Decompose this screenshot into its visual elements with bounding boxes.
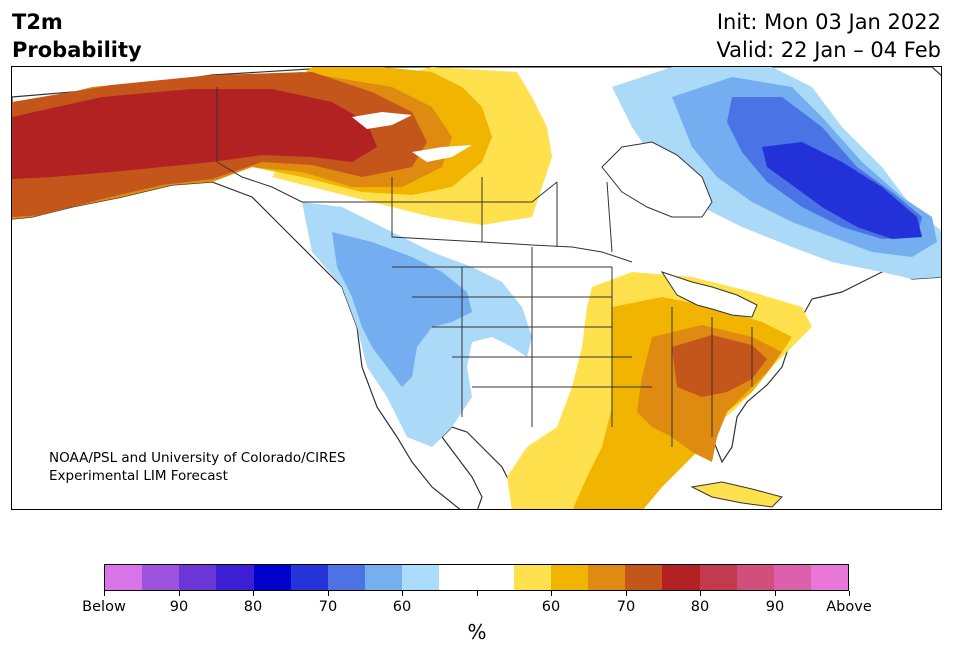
colorbar-cell	[365, 565, 403, 590]
map-credit: NOAA/PSL and University of Colorado/CIRE…	[49, 449, 346, 485]
colorbar-cell	[327, 565, 366, 590]
colorbar-label: 80	[243, 599, 263, 615]
above-high-region	[12, 89, 377, 179]
colorbar-unit: %	[467, 620, 487, 644]
colorbar-cell	[253, 565, 291, 590]
colorbar-cell	[105, 565, 143, 590]
colorbar-label: 60	[392, 599, 412, 615]
map-canvas	[12, 67, 941, 509]
colorbar-label: Below	[82, 599, 126, 615]
above-90-east-us	[672, 335, 767, 397]
colorbar-cell	[625, 565, 663, 590]
colorbar-label: 70	[318, 599, 338, 615]
below-90-east	[762, 142, 922, 239]
colorbar-label: Above	[826, 599, 872, 615]
cuba	[690, 481, 783, 508]
colorbar-tick	[775, 591, 776, 596]
colorbar	[104, 564, 849, 591]
valid-range: Valid: 22 Jan – 04 Feb	[716, 38, 941, 62]
great-lakes	[660, 271, 758, 318]
colorbar-label: 60	[541, 599, 561, 615]
credit-line-1: NOAA/PSL and University of Colorado/CIRE…	[49, 450, 346, 466]
colorbar-label: 90	[765, 599, 785, 615]
colorbar-tick	[700, 591, 701, 596]
init-date: Init: Mon 03 Jan 2022	[716, 10, 941, 34]
colorbar-tick	[328, 591, 329, 596]
colorbar-cell	[662, 565, 700, 590]
colorbar-tick	[551, 591, 552, 596]
colorbar-tick	[179, 591, 180, 596]
colorbar-cell	[476, 565, 514, 590]
colorbar-cell	[402, 565, 440, 590]
colorbar-tick	[849, 591, 850, 596]
political-borders	[216, 87, 753, 447]
colorbar-tick	[253, 591, 254, 596]
colorbar-cell	[179, 565, 217, 590]
colorbar-cell	[142, 565, 180, 590]
colorbar-cell	[216, 565, 254, 590]
title-product: Probability	[12, 38, 142, 62]
colorbar-cell	[439, 565, 477, 590]
colorbar-cell	[773, 565, 811, 590]
chart-title: T2m Probability	[12, 8, 142, 64]
colorbar-cell	[550, 565, 589, 590]
probability-map	[11, 66, 942, 510]
below-70-west	[332, 232, 472, 387]
colorbar-cell	[588, 565, 626, 590]
colorbar-tick	[104, 591, 105, 596]
colorbar-cell	[290, 565, 328, 590]
colorbar-label: 70	[616, 599, 636, 615]
title-variable: T2m	[12, 10, 63, 34]
colorbar-tick	[477, 591, 478, 596]
colorbar-tick	[626, 591, 627, 596]
colorbar-label: 80	[690, 599, 710, 615]
colorbar-cell	[736, 565, 774, 590]
colorbar-cell	[810, 565, 849, 590]
colorbar-cell	[699, 565, 737, 590]
great-slave-lake	[412, 145, 472, 162]
forecast-dates: Init: Mon 03 Jan 2022 Valid: 22 Jan – 04…	[716, 8, 941, 64]
colorbar-cell	[513, 565, 551, 590]
colorbar-label: 90	[169, 599, 189, 615]
great-bear-lake	[352, 112, 412, 129]
hudson-bay	[601, 141, 713, 218]
credit-line-2: Experimental LIM Forecast	[49, 468, 228, 484]
colorbar-tick	[402, 591, 403, 596]
